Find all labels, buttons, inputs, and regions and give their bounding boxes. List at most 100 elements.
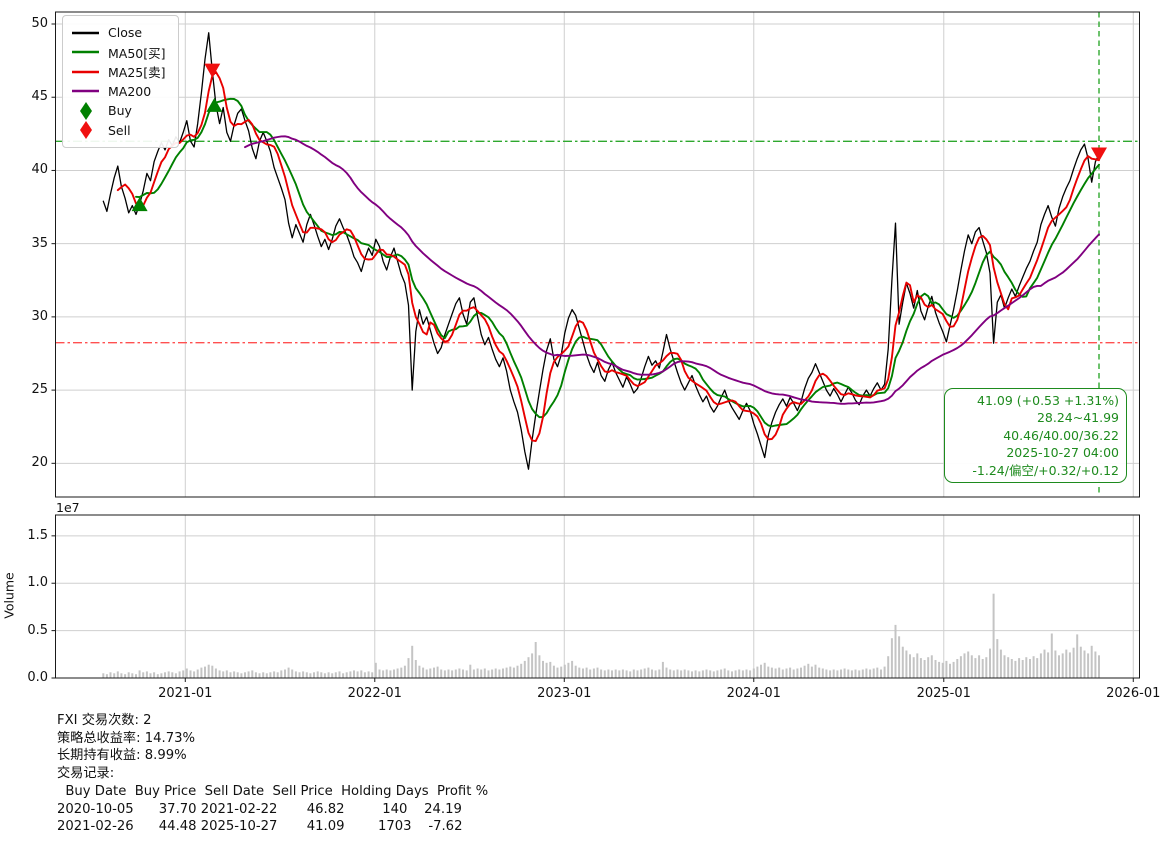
volume-bar: [731, 671, 733, 678]
volume-bar: [814, 664, 817, 678]
volume-bar: [218, 670, 221, 678]
volume-bar: [323, 673, 326, 678]
volume-bar: [305, 672, 308, 678]
volume-bar: [796, 668, 799, 678]
legend-line-swatch: [72, 69, 99, 75]
volume-bar: [654, 670, 657, 678]
volume-bar: [167, 671, 170, 678]
volume-bar: [1094, 651, 1097, 678]
volume-bar: [487, 670, 490, 678]
volume-bar: [273, 671, 276, 678]
legend-label: Close: [108, 25, 143, 41]
volume-bar: [1054, 650, 1057, 678]
volume-bar: [992, 593, 995, 678]
volume-bar: [1029, 659, 1031, 678]
legend-item-Buy: Buy: [72, 101, 166, 121]
volume-bar: [582, 668, 584, 678]
volume-bar: [1090, 645, 1093, 678]
volume-bar: [691, 671, 693, 678]
volume-bar: [770, 667, 773, 678]
volume-bar: [1025, 657, 1028, 678]
volume-bar: [469, 664, 472, 678]
volume-bar: [625, 670, 628, 678]
volume-bar: [254, 672, 257, 678]
x-tick-label: 2024-01: [726, 686, 781, 701]
volume-bar: [680, 670, 683, 678]
volume-bar: [200, 667, 203, 678]
volume-bar: [585, 667, 588, 678]
buy-marker-icon: [72, 101, 99, 120]
x-tick-label: 2026-01: [1106, 686, 1161, 701]
volume-bar: [135, 674, 137, 678]
volume-bar: [385, 669, 388, 678]
volume-bar: [491, 669, 494, 678]
volume-bar: [636, 670, 639, 678]
volume-bar: [709, 670, 712, 678]
volume-y-tick-label: 1.5: [27, 527, 48, 543]
volume-bar: [629, 671, 632, 678]
volume-bar: [512, 667, 515, 678]
volume-bar: [894, 624, 897, 678]
volume-bar: [382, 670, 385, 678]
series-Close: [102, 32, 1100, 470]
volume-bar: [476, 668, 479, 678]
volume-bar: [542, 660, 544, 678]
volume-bar: [280, 670, 283, 678]
volume-bar: [393, 669, 395, 678]
volume-bar: [345, 672, 348, 678]
volume-y-tick-label: 0.5: [27, 622, 48, 638]
volume-bar: [222, 671, 225, 678]
volume-bar: [705, 669, 708, 678]
volume-bar: [327, 672, 330, 678]
volume-bar: [825, 669, 828, 678]
volume-bar: [538, 655, 541, 678]
footer-line: 2021-02-26 44.48 2025-10-27 41.09 1703 -…: [57, 819, 463, 835]
volume-bar: [930, 655, 933, 678]
volume-bar: [214, 668, 217, 678]
volume-bar: [127, 672, 130, 678]
volume-bar: [244, 672, 246, 678]
volume-bar: [923, 660, 926, 678]
legend-label: Buy: [108, 103, 132, 119]
volume-bar: [1058, 655, 1060, 678]
volume-bar: [265, 673, 268, 678]
volume-bar: [1061, 653, 1064, 678]
volume-bar: [374, 662, 377, 678]
volume-bar: [778, 667, 781, 678]
volume-bar: [970, 655, 973, 678]
volume-bar: [298, 672, 301, 678]
sell-marker-icon: [1091, 147, 1108, 162]
volume-bar: [454, 669, 457, 678]
legend-item-Close: Close: [72, 23, 166, 43]
volume-bar: [534, 642, 537, 678]
annotation-line: 41.09 (+0.53 +1.31%): [977, 393, 1119, 408]
x-tick-label: 2022-01: [347, 686, 402, 701]
volume-bar: [800, 667, 802, 678]
volume-bar: [313, 672, 315, 678]
volume-bar: [509, 666, 512, 678]
volume-bar: [1018, 658, 1021, 678]
volume-bar: [182, 670, 185, 678]
volume-bar: [316, 671, 319, 678]
volume-bar: [661, 661, 664, 678]
volume-bar: [251, 670, 254, 678]
volume-bar: [1039, 653, 1042, 678]
volume-bar: [963, 653, 966, 678]
volume-bar: [821, 668, 824, 678]
legend-label: MA200: [108, 83, 152, 99]
price-y-tick-label: 50: [31, 16, 48, 31]
volume-bar: [414, 660, 417, 678]
volume-bar: [596, 667, 599, 678]
volume-bar: [727, 670, 730, 678]
volume-bar: [767, 666, 770, 678]
volume-bar: [425, 669, 428, 678]
volume-bar: [869, 669, 872, 678]
volume-bar: [669, 669, 672, 678]
volume-bar: [552, 665, 555, 678]
price-y-tick-label: 25: [31, 382, 48, 398]
volume-bar: [887, 656, 890, 678]
volume-bar: [367, 671, 370, 678]
volume-bar: [745, 669, 748, 678]
volume-bar: [331, 673, 334, 678]
volume-bar: [712, 671, 715, 678]
